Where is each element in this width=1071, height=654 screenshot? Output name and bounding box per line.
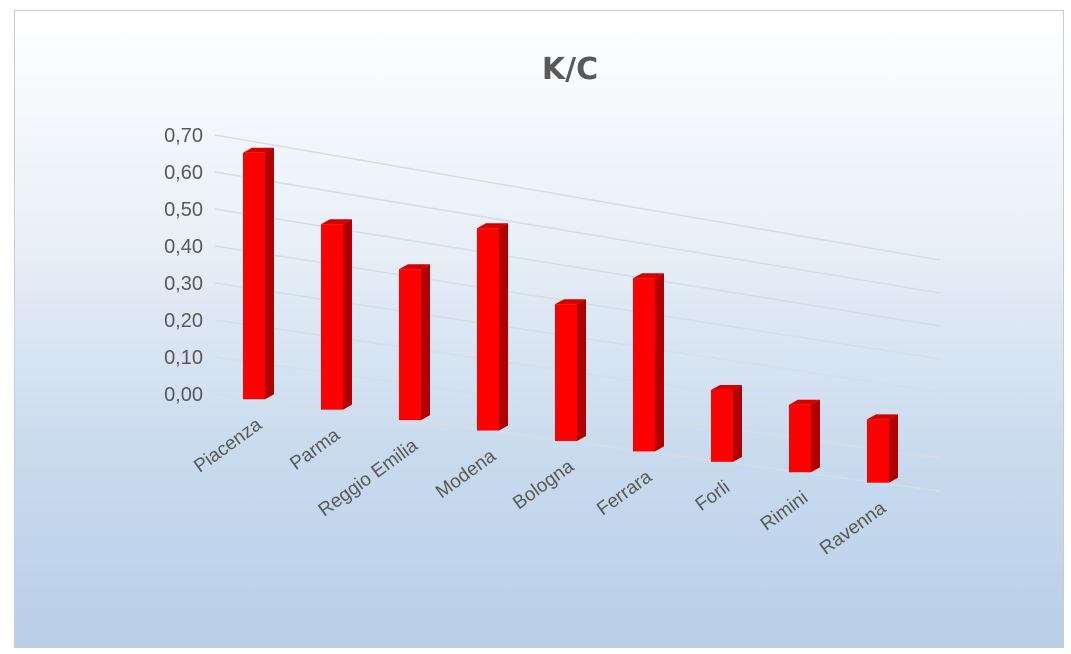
- bar-side: [421, 264, 430, 421]
- bar-front: [789, 404, 811, 473]
- bar-top: [555, 299, 586, 305]
- bar-top: [633, 273, 664, 279]
- bar-side: [577, 299, 586, 441]
- bar-front: [399, 269, 421, 421]
- bar-chart: K/C 0,00 0,10 0,20 0,30 0,40 0,50 0,60 0,70 Pia…: [164, 52, 941, 560]
- x-tick-label: Modena: [432, 445, 500, 503]
- bar-top: [867, 414, 898, 420]
- gridline: [214, 171, 941, 294]
- bar-top: [711, 385, 742, 391]
- y-tick-label: 0,60: [164, 162, 203, 184]
- bar-front: [477, 228, 499, 431]
- y-tick-label: 0,50: [164, 199, 203, 221]
- y-tick-label: 0,10: [164, 347, 203, 369]
- y-tick-label: 0,20: [164, 310, 203, 332]
- y-tick-label: 0,70: [164, 125, 203, 147]
- bar-front: [867, 419, 889, 483]
- bar: [555, 299, 586, 441]
- x-tick-label: Forli: [692, 477, 734, 516]
- bar-side: [343, 219, 352, 410]
- x-tick-label: Ravenna: [816, 498, 890, 560]
- x-tick-label: Ferrara: [593, 466, 656, 520]
- x-tick-label: Parma: [286, 424, 344, 474]
- bar: [633, 273, 664, 452]
- chart-title: K/C: [542, 52, 598, 87]
- bar: [711, 385, 742, 462]
- bar-side: [733, 385, 742, 462]
- chart-area: K/C 0,00 0,10 0,20 0,30 0,40 0,50 0,60 0,70 Pia…: [14, 10, 1064, 648]
- x-tick-label: Rimini: [757, 487, 812, 535]
- bar-front: [321, 224, 343, 410]
- bar-side: [655, 273, 664, 452]
- x-tick-label: Bologna: [509, 456, 578, 514]
- bar: [321, 219, 352, 410]
- bar-top: [477, 223, 508, 229]
- gridline: [214, 134, 941, 261]
- bar: [399, 264, 430, 421]
- y-tick-label: 0,40: [164, 236, 203, 258]
- bar-side: [265, 147, 274, 400]
- bar-front: [555, 304, 577, 441]
- bar: [789, 399, 820, 473]
- gridline: [214, 393, 941, 492]
- x-tick-label: Piacenza: [190, 414, 266, 477]
- bar: [477, 223, 508, 431]
- bar-front: [633, 278, 655, 452]
- bars: [243, 147, 898, 483]
- bar-side: [499, 223, 508, 431]
- y-tick-label: 0,00: [164, 384, 203, 406]
- y-axis-ticks: 0,00 0,10 0,20 0,30 0,40 0,50 0,60 0,70: [164, 125, 203, 406]
- bar-top: [399, 264, 430, 270]
- bar: [243, 147, 274, 400]
- y-tick-label: 0,30: [164, 273, 203, 295]
- bar: [867, 414, 898, 483]
- bar-front: [243, 152, 265, 400]
- bar-top: [789, 399, 820, 405]
- bar-top: [243, 147, 274, 153]
- bar-side: [811, 399, 820, 473]
- bar-side: [889, 414, 898, 483]
- bar-front: [711, 390, 733, 462]
- bar-top: [321, 219, 352, 225]
